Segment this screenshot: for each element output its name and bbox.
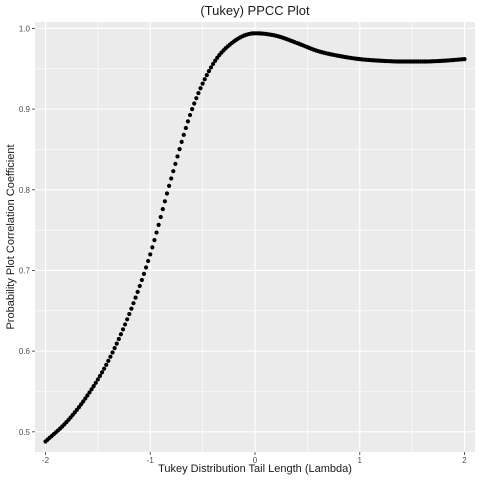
grid-major [35, 22, 475, 452]
data-point [210, 61, 216, 67]
data-point [102, 366, 107, 371]
data-point [200, 81, 205, 86]
data-point [122, 322, 128, 327]
data-point [108, 354, 113, 359]
data-point [125, 317, 130, 322]
data-point [190, 107, 195, 112]
data-point [194, 96, 199, 101]
data-point [135, 289, 140, 294]
data-point [137, 283, 142, 289]
data-point [160, 207, 165, 212]
data-point [158, 214, 163, 220]
data-point [169, 176, 174, 181]
data-point [129, 306, 134, 311]
data-point [156, 222, 161, 227]
data-point [148, 252, 153, 257]
data-point [116, 336, 121, 342]
y-tick-label: 1.0 [19, 24, 31, 33]
data-points [43, 31, 467, 444]
x-tick-label: 0 [253, 456, 258, 465]
data-point [114, 341, 119, 346]
chart-title: (Tukey) PPCC Plot [200, 3, 310, 18]
data-point [139, 277, 144, 283]
data-point [146, 258, 151, 264]
data-point [213, 58, 218, 63]
data-point [120, 327, 126, 332]
data-point [95, 377, 100, 382]
data-point [152, 238, 157, 243]
data-point [91, 383, 96, 389]
data-point [99, 370, 105, 375]
data-point [83, 396, 88, 401]
data-point [127, 311, 132, 317]
data-point [133, 295, 138, 300]
data-point [141, 271, 147, 276]
x-tick-label: -1 [147, 456, 155, 465]
data-point [196, 90, 201, 96]
y-tick-label: 0.5 [19, 428, 31, 437]
x-tick-label: -2 [42, 456, 50, 465]
data-point [162, 199, 168, 204]
data-point [204, 72, 209, 78]
data-point [179, 139, 184, 145]
data-point [208, 65, 214, 70]
data-point [85, 393, 90, 398]
data-point [110, 350, 115, 355]
data-point [187, 112, 193, 118]
data-point [202, 77, 207, 82]
data-point [81, 399, 86, 404]
data-point [181, 132, 186, 137]
x-axis-label: Tukey Distribution Tail Length (Lambda) [158, 463, 352, 475]
data-point [183, 125, 188, 131]
x-axis-ticks: -2 -1 0 1 2 [42, 452, 467, 465]
y-tick-label: 0.6 [19, 347, 31, 356]
data-point [177, 147, 182, 152]
data-point [104, 362, 109, 367]
data-point [173, 161, 178, 166]
y-axis-ticks: 0.5 0.6 0.7 0.8 0.9 1.0 [19, 24, 35, 437]
data-point [192, 101, 197, 106]
data-point [150, 245, 155, 250]
y-tick-label: 0.7 [19, 266, 31, 275]
data-point [171, 169, 176, 174]
y-axis-label: Probability Plot Correlation Coefficient [5, 144, 17, 329]
data-point [93, 380, 98, 385]
data-point [87, 390, 92, 395]
data-point [462, 57, 467, 62]
data-point [112, 345, 117, 351]
data-point [143, 265, 149, 270]
data-point [206, 69, 212, 74]
data-point [131, 301, 136, 306]
data-point [97, 373, 103, 379]
data-point [198, 86, 203, 91]
data-point [185, 119, 191, 124]
y-tick-label: 0.8 [19, 186, 31, 195]
data-point [164, 191, 170, 196]
data-point [106, 358, 111, 363]
x-tick-label: 2 [462, 456, 467, 465]
data-point [89, 387, 94, 392]
y-tick-label: 0.9 [19, 105, 31, 114]
x-tick-label: 1 [358, 456, 363, 465]
data-point [118, 332, 124, 337]
data-point [166, 183, 172, 189]
data-point [154, 230, 159, 235]
data-point [175, 154, 180, 159]
